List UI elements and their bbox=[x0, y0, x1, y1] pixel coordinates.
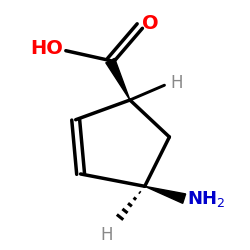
Polygon shape bbox=[145, 186, 186, 203]
Text: H: H bbox=[170, 74, 183, 92]
Text: HO: HO bbox=[30, 39, 63, 58]
Text: H: H bbox=[100, 226, 113, 244]
Polygon shape bbox=[106, 58, 130, 100]
Text: O: O bbox=[142, 14, 159, 33]
Text: NH$_2$: NH$_2$ bbox=[187, 189, 225, 209]
